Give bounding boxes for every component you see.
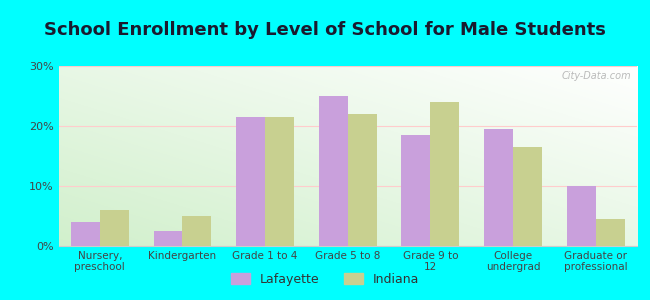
- Bar: [100, 210, 129, 246]
- Bar: [595, 219, 625, 246]
- Text: School Enrollment by Level of School for Male Students: School Enrollment by Level of School for…: [44, 21, 606, 39]
- Bar: [318, 96, 348, 246]
- Bar: [348, 114, 377, 246]
- Bar: [236, 117, 265, 246]
- Bar: [265, 117, 294, 246]
- Bar: [484, 129, 513, 246]
- Bar: [430, 102, 460, 246]
- Bar: [153, 231, 183, 246]
- Legend: Lafayette, Indiana: Lafayette, Indiana: [226, 268, 424, 291]
- Bar: [71, 222, 100, 246]
- Bar: [183, 216, 211, 246]
- Bar: [513, 147, 542, 246]
- Bar: [567, 186, 595, 246]
- Bar: [402, 135, 430, 246]
- Text: City-Data.com: City-Data.com: [562, 71, 631, 81]
